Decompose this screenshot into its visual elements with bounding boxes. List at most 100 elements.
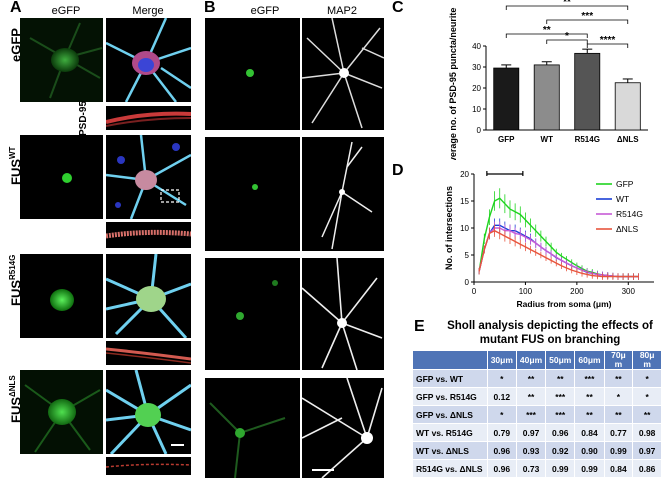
panel-label-a: A	[10, 0, 22, 16]
significance-label: **	[543, 25, 551, 36]
micrograph-b-map2-1	[302, 18, 384, 130]
psd95-strip-egfp	[106, 106, 191, 130]
table-cell: **	[515, 369, 547, 388]
sholl-header-cell: 60μm	[574, 350, 605, 370]
micrograph-b-map2-4	[302, 378, 384, 478]
table-cell: **	[545, 369, 576, 388]
series-line	[478, 224, 639, 278]
significance-bracket	[546, 19, 629, 24]
table-cell: 0.90	[574, 441, 605, 460]
micrograph-fus-dnls-merge	[106, 370, 191, 454]
table-cell: ***	[545, 387, 576, 406]
micrograph-b-map2-2	[302, 137, 384, 251]
legend-label: R514G	[616, 209, 643, 219]
y-tick-label: 10	[472, 105, 481, 114]
table-cell: 0.97	[515, 423, 547, 442]
psd95-strip-fus-r514g	[106, 341, 191, 365]
panel-a-col-merge-title: Merge	[132, 5, 164, 17]
micrograph-fus-wt-egfp	[20, 135, 103, 219]
range-bracket	[486, 171, 524, 176]
table-cell: GFP vs. WT	[412, 369, 488, 388]
table-cell: 0.86	[632, 459, 662, 478]
table-cell: GFP vs. ΔNLS	[412, 405, 488, 424]
panel-label-b: B	[204, 0, 216, 16]
x-tick-label: 0	[472, 287, 477, 296]
y-tick-label: 10	[460, 224, 469, 233]
significance-bracket	[546, 39, 588, 44]
table-cell: 0.84	[574, 423, 605, 442]
micrograph-fus-wt-merge	[106, 135, 191, 219]
bar	[574, 52, 601, 131]
y-tick-label: 20	[472, 84, 481, 93]
table-cell: *	[632, 387, 662, 406]
table-row: R514G vs. ΔNLS 0.96 0.73 0.99 0.99 0.84 …	[412, 459, 662, 478]
significance-label: ***	[581, 11, 593, 22]
sholl-header-cell	[412, 350, 488, 370]
micrograph-b-egfp-4	[205, 378, 300, 478]
table-cell: ***	[515, 405, 547, 424]
sholl-table: 30μm 40μm 50μm 60μm 70μ m 80μ m GFP vs. …	[412, 350, 662, 478]
table-cell: 0.99	[545, 459, 576, 478]
table-cell: **	[574, 387, 605, 406]
panel-label-c: C	[392, 0, 404, 16]
significance-bracket	[586, 43, 629, 48]
table-cell: **	[603, 369, 634, 388]
legend-label: ΔNLS	[616, 224, 639, 234]
panel-b-col-egfp-title: eGFP	[250, 5, 280, 17]
table-cell: 0.96	[486, 459, 517, 478]
table-cell: 0.12	[486, 387, 517, 406]
y-tick-label: 5	[465, 251, 470, 260]
table-cell: 0.99	[574, 459, 605, 478]
series-line	[478, 229, 639, 278]
table-cell: WT vs. R514G	[412, 423, 488, 442]
table-cell: **	[632, 405, 662, 424]
table-cell: *	[603, 387, 634, 406]
x-tick-label: GFP	[498, 135, 515, 144]
table-cell: *	[486, 405, 517, 424]
psd95-label: PSD-95	[78, 100, 89, 136]
x-tick-label: R514G	[575, 135, 600, 144]
micrograph-b-map2-3	[302, 258, 384, 370]
bar	[493, 67, 520, 131]
micrograph-b-egfp-2	[205, 137, 300, 251]
table-cell: 0.99	[603, 441, 634, 460]
table-cell: **	[515, 387, 547, 406]
psd95-strip-fus-wt	[106, 222, 191, 248]
micrograph-b-egfp-3	[205, 258, 300, 370]
table-cell: ***	[545, 405, 576, 424]
table-cell: 0.77	[603, 423, 634, 442]
panel-label-d: D	[392, 162, 404, 179]
table-row: GFP vs. WT * ** ** *** ** *	[412, 369, 662, 388]
sholl-header-cell: 50μm	[545, 350, 576, 370]
y-tick-label: 0	[477, 126, 482, 135]
y-axis-label: Average no. of PSD-95 puncta/neurite	[448, 8, 458, 160]
sholl-header-cell: 70μ m	[603, 350, 634, 370]
y-tick-label: 30	[472, 63, 481, 72]
sholl-header-cell: 30μm	[486, 350, 517, 370]
psd95-strip-fus-dnls	[106, 457, 191, 475]
y-tick-label: 15	[460, 197, 469, 206]
y-tick-label: 40	[472, 42, 481, 51]
table-cell: R514G vs. ΔNLS	[412, 459, 488, 478]
table-cell: **	[603, 405, 634, 424]
legend-label: GFP	[616, 179, 634, 189]
micrograph-fus-r514g-merge	[106, 254, 191, 338]
x-tick-label: 200	[570, 287, 584, 296]
table-row: WT vs. R514G 0.79 0.97 0.96 0.84 0.77 0.…	[412, 423, 662, 442]
significance-label: ****	[600, 35, 616, 46]
panel-a-col-egfp-title: eGFP	[51, 5, 81, 17]
x-tick-label: 300	[622, 287, 636, 296]
sholl-header-cell: 40μm	[515, 350, 547, 370]
legend-label: WT	[616, 194, 629, 204]
table-cell: *	[486, 369, 517, 388]
bar	[533, 64, 560, 131]
x-tick-label: 100	[519, 287, 533, 296]
y-axis-label: No. of intersections	[444, 186, 454, 270]
sholl-table-header: 30μm 40μm 50μm 60μm 70μ m 80μ m	[412, 350, 662, 370]
sholl-table-title: Sholl analysis depicting the effects of m…	[447, 320, 653, 346]
table-cell: 0.96	[486, 441, 517, 460]
y-axis-label-line1: Average no. of PSD-95 puncta/neurite	[448, 8, 458, 160]
table-cell: 0.98	[632, 423, 662, 442]
